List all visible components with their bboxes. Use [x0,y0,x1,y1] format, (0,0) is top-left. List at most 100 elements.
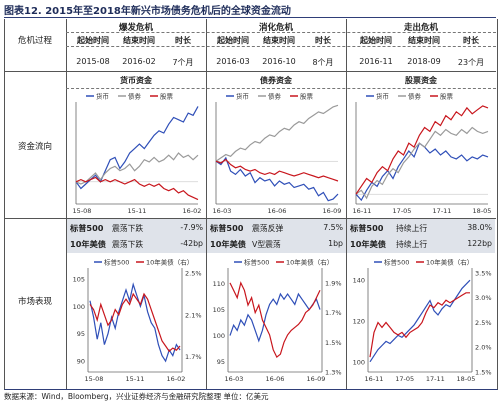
x-tick-label: 16-03 [213,207,232,215]
x-tick-label: 17-11 [433,207,452,215]
y-right-tick-label: 1.5% [475,369,492,377]
equity-flow-chart: 货币 债券 股票 16-11 17-05 17-11 18-05 [353,92,492,216]
stage-header-duration: 时长 [315,36,331,45]
stage-header-end: 结束时间 [123,36,155,45]
flow-chart-title: 货币资金 [120,76,152,85]
legend-label: 债券 [268,92,282,101]
stat-description: 震荡下跌 [112,224,144,233]
stage-header-start: 起始时间 [77,36,109,45]
stat-value: 122bp [467,239,492,248]
y-left-tick-label: 140 [353,277,365,285]
row-divider [4,218,496,219]
y-left-tick-label: 95 [217,358,225,366]
column-divider [206,19,207,389]
series-line [215,104,339,162]
x-tick-label: 16-02 [167,375,186,383]
stage-header-duration: 时长 [175,36,191,45]
y-right-tick-label: 1.9% [325,279,342,287]
x-tick-label: 15-11 [126,375,145,383]
legend-label: 股票 [300,93,314,101]
stage-duration: 23个月 [457,58,485,67]
stage-header-end: 结束时间 [408,36,440,45]
market-stat-band [67,219,206,253]
x-tick-label: 15-11 [128,207,147,215]
x-tick-label: 16-11 [353,207,372,215]
stat-index-label: 10年美债 [350,239,386,249]
y-left-tick-label: 100 [213,332,225,340]
y-left-tick-label: 120 [353,318,365,326]
stat-index-label: 10年美债 [70,239,106,249]
legend-label: 股票 [160,93,174,101]
flow-chart-title: 债券资金 [260,76,292,85]
x-tick-label: 16-09 [307,375,326,383]
series-line [355,105,489,195]
legend-label: 10年美债（右） [426,258,473,267]
y-right-tick-label: 1.7% [325,309,342,317]
stat-value: 1bp [328,239,343,248]
stat-index-label: 标普500 [350,223,384,233]
y-right-tick-label: 3.0% [475,294,492,302]
row-divider [4,71,496,72]
x-tick-label: 17-05 [393,207,412,215]
legend-label: 10年美债（右） [286,258,333,267]
x-tick-label: 17-05 [395,375,414,383]
market-chart-digest: 标普500 10年美债（右） 110 105 100 95 1.9% 1.7% 1.5% 1.3%… [213,258,342,384]
flow-chart-title: 股票资金 [405,76,437,85]
stage-title: 消化危机 [258,23,293,33]
stage-title: 走出危机 [403,23,438,33]
currency-flow-chart: 货币 债券 股票 15-08 15-11 16-02 [73,92,202,216]
row-label-process: 危机过程 [17,36,52,46]
stat-description: V型震荡 [252,240,281,249]
y-right-tick-label: 1.3% [325,369,342,377]
series-line [369,279,471,363]
market-stat-band [207,219,346,253]
series-line [89,282,181,363]
legend-label: 标普500 [244,258,269,267]
stage-start: 2016-03 [216,57,250,66]
legend-label: 货币 [236,92,249,101]
y-right-tick-label: 1.7% [185,353,202,361]
series-line [215,158,339,182]
y-right-tick-label: 1.5% [325,339,342,347]
stage-divider [66,32,496,33]
market-chart-recovery: 标普500 10年美债（右） 140 120 100 3.5% 3.0% 2.5% 2.0% 1.… [353,258,492,384]
x-tick-label: 16-03 [225,375,244,383]
y-left-tick-label: 110 [213,280,225,288]
flow-title-divider [66,88,496,89]
stat-value: -7.9% [180,223,203,232]
stage-start: 2015-08 [76,57,110,66]
table-frame [4,19,498,390]
market-chart-crisis: 标普500 10年美债（右） 105 100 95 90 2.5% 2.1% 1.7% 15-08… [73,258,202,384]
series-line [75,152,199,185]
stat-index-label: 标普500 [210,223,244,233]
series-line [75,176,199,201]
stat-description: 持续上行 [396,240,428,249]
legend-label: 10年美债（右） [146,258,193,267]
x-tick-label: 18-05 [473,207,492,215]
stage-duration: 8个月 [312,58,334,67]
legend-label: 货币 [96,92,109,101]
source-note: 数据来源：Wind，Bloomberg，兴业证券经济与金融研究院整理 单位：亿美… [4,392,269,401]
row-label-markets: 市场表现 [17,297,52,307]
x-tick-label: 16-06 [266,375,285,383]
y-right-tick-label: 2.1% [185,311,202,319]
series-line [369,292,470,358]
x-tick-label: 16-11 [365,375,384,383]
legend-label: 货币 [376,92,389,101]
y-right-tick-label: 3.5% [475,269,492,277]
x-tick-label: 17-11 [426,375,445,383]
y-right-tick-label: 2.0% [475,344,492,352]
stat-description: 震荡下跌 [112,240,144,249]
y-right-tick-label: 2.5% [475,319,492,327]
legend-label: 标普500 [104,258,129,267]
x-tick-label: 16-09 [323,207,342,215]
series-line [229,281,321,359]
x-tick-label: 15-08 [73,207,92,215]
stat-value: 7.5% [323,223,343,232]
stage-duration: 7个月 [172,58,194,67]
stage-header-start: 起始时间 [217,36,249,45]
bond-flow-chart: 货币 债券 股票 16-03 16-06 16-09 [213,92,342,216]
stage-end: 2018-09 [407,57,441,66]
series-line [89,292,181,353]
stage-header-end: 结束时间 [263,36,295,45]
